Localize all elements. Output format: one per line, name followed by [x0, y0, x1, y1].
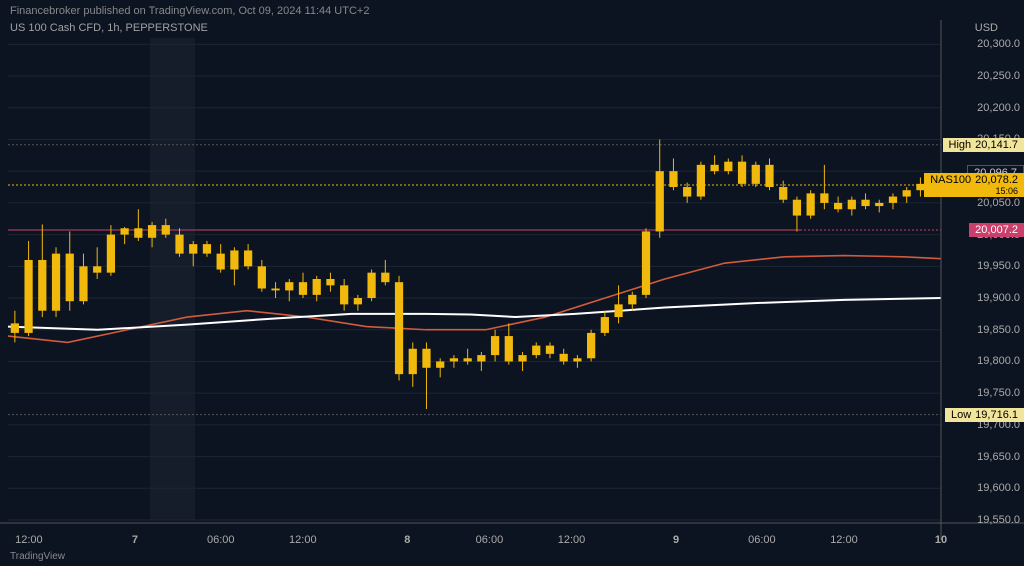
y-tick: 20,050.0 [977, 197, 1020, 209]
attribution: TradingView [10, 551, 65, 562]
y-tick: 19,900.0 [977, 292, 1020, 304]
y-tick: 19,850.0 [977, 324, 1020, 336]
chart-container[interactable]: Financebroker published on TradingView.c… [0, 0, 1024, 566]
y-tick: 19,800.0 [977, 355, 1020, 367]
y-tick: 20,250.0 [977, 70, 1020, 82]
y-tick: 19,750.0 [977, 387, 1020, 399]
price-marker: 20,007.2 [969, 223, 1024, 237]
price-marker: NAS10020,078.215:06 [924, 173, 1024, 197]
y-tick: 20,300.0 [977, 38, 1020, 50]
y-tick: 19,650.0 [977, 451, 1020, 463]
x-tick: 7 [132, 534, 138, 546]
price-marker: High20,141.7 [943, 138, 1024, 152]
x-tick: 06:00 [476, 534, 504, 546]
y-tick: 20,200.0 [977, 102, 1020, 114]
x-tick: 8 [404, 534, 410, 546]
y-tick: 19,600.0 [977, 482, 1020, 494]
x-tick: 9 [673, 534, 679, 546]
x-tick: 06:00 [748, 534, 776, 546]
y-tick: 19,550.0 [977, 514, 1020, 526]
price-marker: Low19,716.1 [945, 408, 1024, 422]
y-tick: 19,950.0 [977, 260, 1020, 272]
chart-svg[interactable] [0, 0, 1024, 566]
x-tick: 12:00 [15, 534, 43, 546]
x-tick: 12:00 [289, 534, 317, 546]
x-tick: 06:00 [207, 534, 235, 546]
x-tick: 12:00 [558, 534, 586, 546]
x-tick: 10 [935, 534, 947, 546]
x-tick: 12:00 [830, 534, 858, 546]
